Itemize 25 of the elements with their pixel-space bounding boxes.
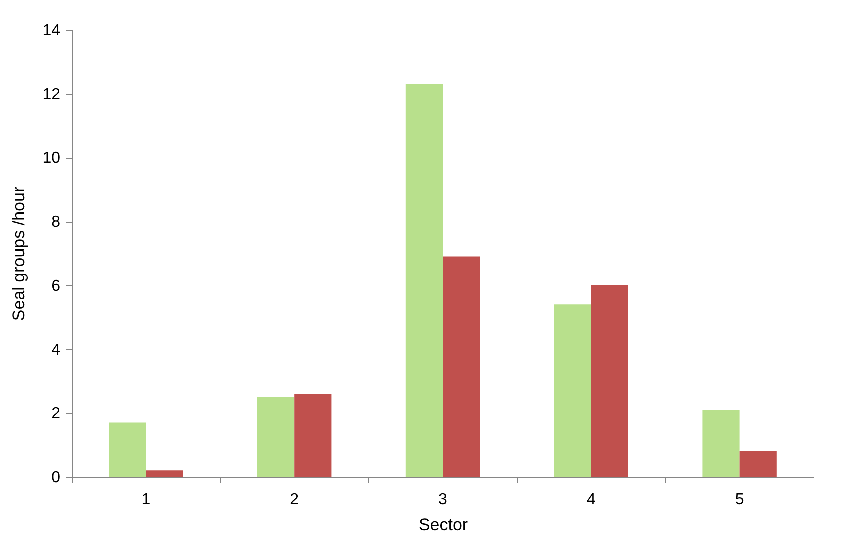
bar bbox=[740, 451, 777, 477]
y-axis-title: Seal groups /hour bbox=[10, 186, 29, 322]
x-tick-label: 5 bbox=[735, 492, 744, 508]
bar bbox=[702, 410, 740, 477]
bar bbox=[554, 304, 592, 477]
y-tick-label: 8 bbox=[52, 214, 61, 232]
y-tick-label: 2 bbox=[52, 406, 61, 423]
x-tick-label: 2 bbox=[290, 492, 300, 508]
x-tick-label: 4 bbox=[586, 492, 596, 508]
y-tick-label: 14 bbox=[42, 22, 61, 40]
bar bbox=[443, 256, 480, 477]
y-tick-label: 0 bbox=[52, 470, 61, 486]
bar bbox=[591, 285, 628, 477]
y-tick-label: 12 bbox=[42, 86, 61, 104]
y-tick-label: 6 bbox=[52, 278, 61, 295]
bar bbox=[406, 84, 443, 477]
y-tick-label: 10 bbox=[42, 150, 61, 168]
bar bbox=[294, 394, 332, 477]
x-axis-title: Sector bbox=[418, 516, 468, 534]
y-tick-label: 4 bbox=[52, 342, 61, 359]
bar bbox=[258, 397, 295, 477]
x-tick-label: 1 bbox=[142, 492, 151, 508]
x-tick-label: 3 bbox=[438, 492, 448, 508]
bar bbox=[109, 422, 146, 477]
bar bbox=[146, 470, 184, 477]
